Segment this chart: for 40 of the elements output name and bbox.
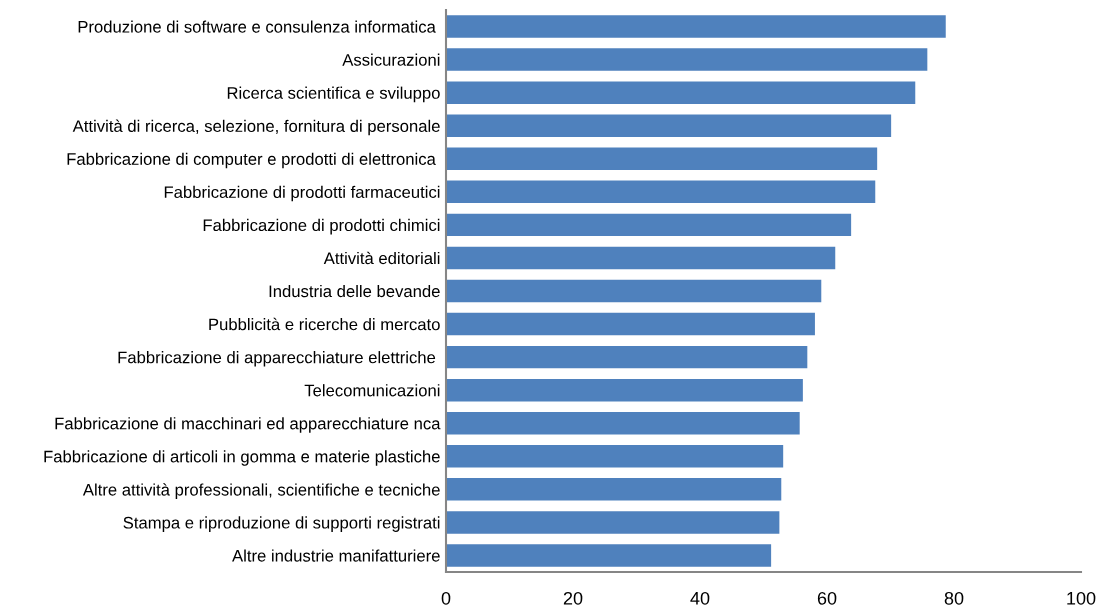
- x-tick-label: 40: [690, 591, 710, 605]
- y-tick-label: Telecomunicazioni: [304, 384, 440, 397]
- x-tick-label: 20: [563, 591, 583, 605]
- y-tick-label: Industria delle bevande: [269, 284, 440, 298]
- x-tick-label: 80: [944, 591, 964, 605]
- bar: [446, 246, 836, 270]
- y-tick-label: Stampa e riproduzione di supporti registrati: [123, 516, 440, 532]
- bar: [446, 48, 928, 71]
- bar: [446, 544, 772, 567]
- y-tick-label: Pubblicità e ricerche di mercato: [209, 317, 440, 331]
- bar: [446, 213, 852, 237]
- bar: [446, 478, 782, 501]
- bar: [446, 180, 876, 204]
- bar: [446, 114, 892, 137]
- bar: [446, 412, 800, 435]
- y-tick-label: Attività di ricerca, selezione, fornitura di personale: [72, 119, 440, 136]
- bar: [446, 445, 784, 468]
- y-tick-label: Attività editoriali: [323, 251, 440, 265]
- bar: [446, 345, 808, 369]
- y-tick-label: Fabbricazione di macchinari ed apparecchiature nca: [55, 417, 441, 433]
- bar: [446, 147, 878, 170]
- y-tick-label: Fabbricazione di articoli in gomma e materie plastiche: [44, 450, 440, 466]
- y-tick-label: Fabbricazione di apparecchiature elettriche: [118, 351, 436, 367]
- x-tick-label: 60: [817, 591, 837, 605]
- x-tick-label: 100: [1067, 591, 1096, 605]
- y-tick-label: Fabbricazione di computer e prodotti di elettronica: [67, 152, 436, 169]
- y-tick-label: Fabbricazione di prodotti chimici: [203, 218, 440, 235]
- bar: [446, 15, 946, 38]
- bar: [446, 279, 822, 303]
- y-tick-label: Altre industrie manifatturiere: [232, 549, 440, 562]
- y-tick-label: Altre attività professionali, scientifiche e tecniche: [82, 483, 440, 499]
- x-tick-label: 0: [441, 591, 451, 605]
- y-tick-label: Fabbricazione di prodotti farmaceutici: [164, 185, 440, 202]
- y-tick-label: Produzione di software e consulenza informatica: [78, 20, 436, 33]
- bar: [446, 378, 803, 402]
- bar: [446, 81, 916, 104]
- y-tick-label: Ricerca scientifica e sviluppo: [227, 86, 440, 103]
- bar: [446, 312, 815, 336]
- y-tick-label: Assicurazioni: [342, 53, 440, 66]
- bar: [446, 511, 780, 534]
